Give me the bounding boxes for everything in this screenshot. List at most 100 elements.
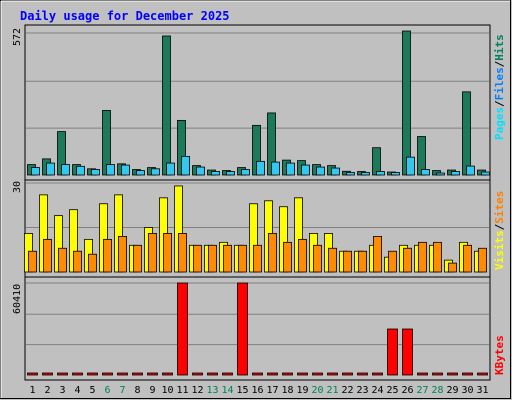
visits-sites-bar [148, 233, 157, 273]
hits-files-bar [256, 160, 265, 176]
x-tick-label: 22 [341, 385, 353, 396]
visits-sites-bar [178, 233, 187, 273]
hits-files-bar [406, 156, 415, 176]
x-tick-label: 6 [104, 385, 110, 396]
hits-hits-bar [162, 35, 171, 176]
visits-sites-bar [238, 244, 247, 273]
x-tick-label: 19 [296, 385, 308, 396]
x-tick-label: 3 [59, 385, 65, 396]
x-tick-label: 30 [461, 385, 473, 396]
hits-files-bar [481, 171, 490, 176]
x-tick-label: 7 [119, 385, 125, 396]
visits-sites-bar [193, 244, 202, 273]
x-tick-label: 31 [476, 385, 488, 396]
visits-sites-bar [448, 262, 457, 273]
bar-layer [24, 30, 490, 376]
kbytes-kbytes-bar [252, 372, 263, 376]
legend-separator: / [493, 100, 506, 107]
x-tick-label: 24 [371, 385, 383, 396]
x-tick-label: 12 [191, 385, 203, 396]
visits-sites-bar [328, 247, 337, 273]
hits-files-bar [451, 171, 460, 176]
hits-files-bar [196, 166, 205, 176]
visits-sites-bar [298, 238, 307, 273]
visits-sites-bar [358, 250, 367, 273]
x-tick-label: 18 [281, 385, 293, 396]
kbytes-kbytes-bar [417, 372, 428, 376]
visits-sites-bar [43, 238, 52, 273]
visits-sites-bar [28, 250, 37, 273]
kbytes-kbytes-bar [72, 372, 83, 376]
kbytes-kbytes-bar [357, 372, 368, 376]
hits-files-bar [271, 161, 280, 176]
x-tick-label: 27 [416, 385, 428, 396]
kbytes-kbytes-bar [402, 328, 413, 376]
x-tick-label: 15 [236, 385, 248, 396]
visits-sites-bar [133, 244, 142, 273]
kbytes-kbytes-bar [162, 372, 173, 376]
hits-files-bar [46, 162, 55, 176]
visits-sites-bar [58, 247, 67, 273]
hits-ymax-label: 572 [12, 28, 23, 46]
hits-files-bar [61, 164, 70, 176]
hits-files-bar [91, 169, 100, 176]
visits-sites-bar [478, 247, 487, 273]
x-tick-label: 13 [206, 385, 218, 396]
kbytes-kbytes-bar [432, 372, 443, 376]
kbytes-kbytes-bar [387, 328, 398, 376]
hits-hits-bar [402, 30, 411, 176]
kbytes-kbytes-bar [102, 372, 113, 376]
visits-sites-bar [118, 235, 127, 273]
kbytes-kbytes-bar [462, 372, 473, 376]
kbytes-kbytes-bar [342, 372, 353, 376]
hits-files-bar [76, 165, 85, 176]
chart-title: Daily usage for December 2025 [20, 9, 230, 23]
hits-hits-bar [372, 147, 381, 176]
visits-sites-bar [73, 250, 82, 273]
x-tick-label: 2 [44, 385, 50, 396]
x-tick-label: 29 [446, 385, 458, 396]
visits-sites-bar [403, 247, 412, 273]
visits-sites-bar [418, 241, 427, 273]
hits-files-bar [181, 155, 190, 176]
hits-files-bar [286, 162, 295, 176]
visits-sites-bar [373, 235, 382, 273]
x-axis-labels: 1 2 3 4 5 6 7 8 9 10 11 12 13 14 15 16 17 18 19 20 21 22 23 24 2… [29, 385, 488, 396]
x-tick-label: 4 [74, 385, 80, 396]
visits-sites-bar [268, 233, 277, 273]
visits-sites-bar [163, 233, 172, 273]
x-tick-label: 9 [149, 385, 155, 396]
hits-files-bar [121, 164, 130, 176]
x-tick-label: 28 [431, 385, 443, 396]
hits-files-bar [391, 172, 400, 176]
hits-hits-bar [462, 91, 471, 176]
kbytes-kbytes-bar [207, 372, 218, 376]
legend-item-files: Files [493, 67, 506, 100]
visits-sites-bar [463, 244, 472, 273]
x-tick-label: 20 [311, 385, 323, 396]
hits-files-bar [316, 166, 325, 176]
x-tick-label: 23 [356, 385, 368, 396]
hits-files-bar [331, 167, 340, 176]
visits-sites-bar [388, 250, 397, 273]
legend-item-sites: Sites [493, 191, 506, 224]
kbytes-kbytes-bar [42, 372, 53, 376]
visits-sites-bar [223, 244, 232, 273]
kbytes-ymax-label: 60410 [12, 284, 23, 314]
hits-files-bar [421, 169, 430, 176]
hits-files-bar [301, 164, 310, 176]
kbytes-kbytes-bar [327, 372, 338, 376]
x-tick-label: 17 [266, 385, 278, 396]
hits-files-bar [346, 172, 355, 176]
kbytes-kbytes-bar [192, 372, 203, 376]
legend-item-pages: Pages [493, 107, 506, 140]
visits-sites-bar [313, 244, 322, 273]
hits-files-bar [376, 171, 385, 176]
hits-legend: Pages/Files/Hits [493, 34, 506, 140]
legend-item-visits: Visits [493, 230, 506, 270]
kbytes-kbytes-bar [447, 372, 458, 376]
visits-sites-bar [283, 241, 292, 273]
kbytes-kbytes-bar [297, 372, 308, 376]
kbytes-panel [24, 276, 491, 381]
